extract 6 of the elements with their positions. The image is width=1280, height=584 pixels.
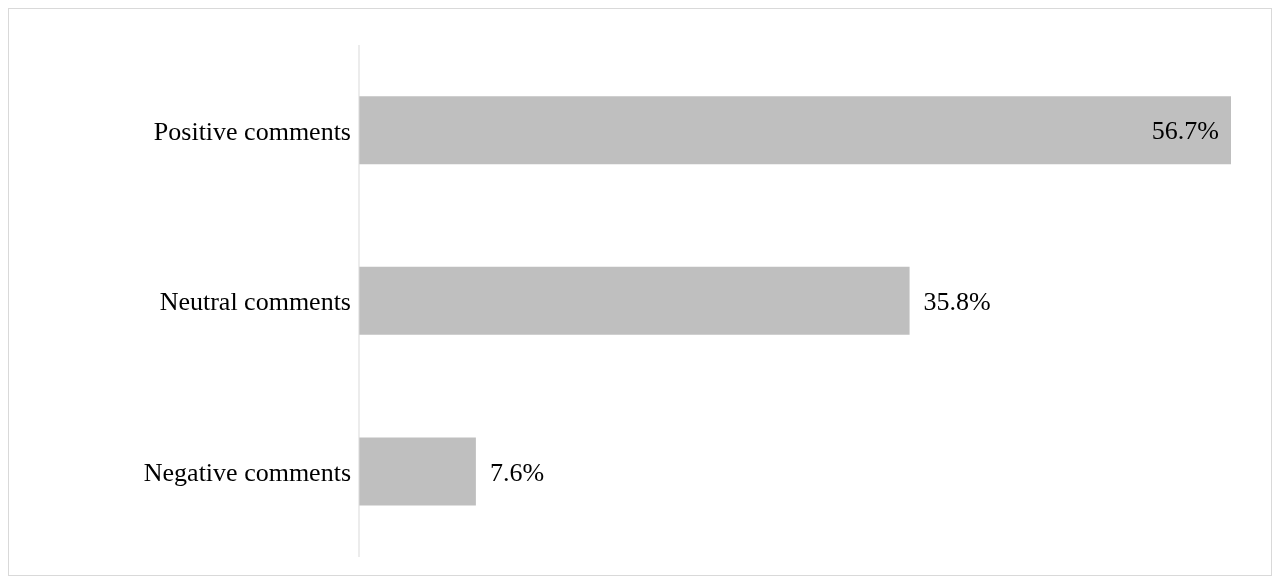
data-label: 7.6% — [489, 457, 545, 487]
data-label: 56.7% — [1151, 116, 1219, 146]
y-tick-label: Positive comments — [153, 116, 351, 146]
y-tick-label: Neutral comments — [159, 287, 351, 317]
data-label: 35.8% — [923, 286, 991, 316]
y-tick-label: Negative comments — [143, 457, 351, 487]
